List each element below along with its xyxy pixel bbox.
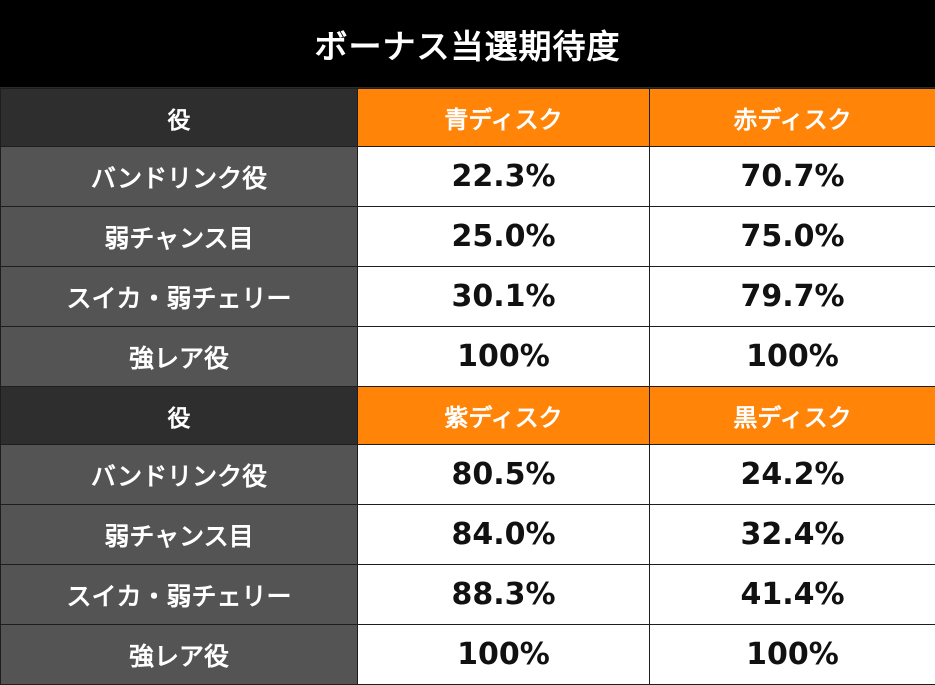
- probability-cell: 24.2%: [650, 445, 935, 505]
- probability-cell: 41.4%: [650, 565, 935, 625]
- table-row: スイカ・弱チェリー 88.3% 41.4%: [1, 565, 935, 625]
- role-label: 弱チャンス目: [1, 505, 358, 565]
- red-disc-header: 赤ディスク: [650, 89, 935, 147]
- role-label: バンドリンク役: [1, 147, 358, 207]
- probability-cell: 100%: [358, 625, 650, 685]
- section-header-row: 役 青ディスク 赤ディスク: [1, 89, 935, 147]
- role-label: 強レア役: [1, 327, 358, 387]
- role-label: スイカ・弱チェリー: [1, 267, 358, 327]
- probability-cell: 22.3%: [358, 147, 650, 207]
- probability-cell: 32.4%: [650, 505, 935, 565]
- probability-cell: 30.1%: [358, 267, 650, 327]
- role-column-header: 役: [1, 89, 358, 147]
- role-label: 強レア役: [1, 625, 358, 685]
- table-row: 強レア役 100% 100%: [1, 327, 935, 387]
- table-row: 弱チャンス目 84.0% 32.4%: [1, 505, 935, 565]
- section-header-row: 役 紫ディスク 黒ディスク: [1, 387, 935, 445]
- role-label: 弱チャンス目: [1, 207, 358, 267]
- table-row: スイカ・弱チェリー 30.1% 79.7%: [1, 267, 935, 327]
- blue-disc-header: 青ディスク: [358, 89, 650, 147]
- table-row: 弱チャンス目 25.0% 75.0%: [1, 207, 935, 267]
- probability-cell: 80.5%: [358, 445, 650, 505]
- probability-cell: 70.7%: [650, 147, 935, 207]
- table-row: バンドリンク役 80.5% 24.2%: [1, 445, 935, 505]
- probability-cell: 25.0%: [358, 207, 650, 267]
- page-title: ボーナス当選期待度: [0, 0, 935, 88]
- probability-cell: 84.0%: [358, 505, 650, 565]
- expectation-table: 役 青ディスク 赤ディスク バンドリンク役 22.3% 70.7% 弱チャンス目…: [0, 88, 935, 685]
- table-row: 強レア役 100% 100%: [1, 625, 935, 685]
- role-label: スイカ・弱チェリー: [1, 565, 358, 625]
- probability-cell: 88.3%: [358, 565, 650, 625]
- purple-disc-header: 紫ディスク: [358, 387, 650, 445]
- probability-cell: 100%: [358, 327, 650, 387]
- probability-cell: 100%: [650, 327, 935, 387]
- role-label: バンドリンク役: [1, 445, 358, 505]
- table-row: バンドリンク役 22.3% 70.7%: [1, 147, 935, 207]
- probability-cell: 79.7%: [650, 267, 935, 327]
- probability-cell: 75.0%: [650, 207, 935, 267]
- black-disc-header: 黒ディスク: [650, 387, 935, 445]
- probability-cell: 100%: [650, 625, 935, 685]
- role-column-header: 役: [1, 387, 358, 445]
